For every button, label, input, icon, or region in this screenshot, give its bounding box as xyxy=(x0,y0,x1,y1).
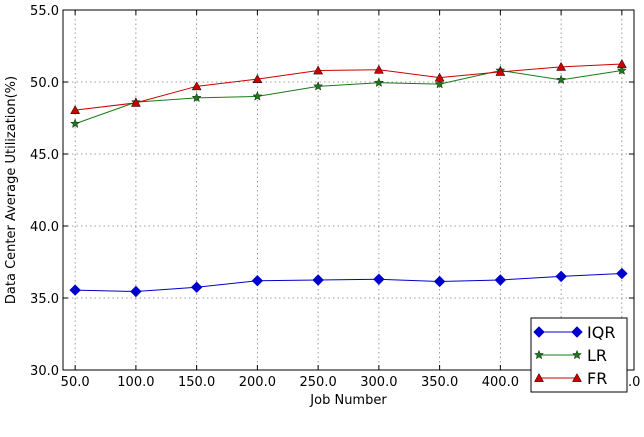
legend-label-fr: FR xyxy=(587,369,607,388)
series-line-fr xyxy=(75,63,622,111)
legend-marker-fr xyxy=(572,372,582,382)
data-point-lr xyxy=(373,77,384,87)
tick-layer: 50.0 100.0 150.0 200.0 250.0 300.0 350.0 400.0 4… xyxy=(30,4,640,390)
x-tick-label: 50.0 xyxy=(61,375,90,390)
x-tick-label: 250.0 xyxy=(300,375,337,390)
legend: IQR LR FR xyxy=(530,317,628,393)
data-point-iqr xyxy=(190,281,203,293)
x-tick-label: 350.0 xyxy=(421,375,458,390)
data-point-lr xyxy=(434,79,445,89)
data-point-iqr xyxy=(494,274,507,286)
y-tick-label: 35.0 xyxy=(30,292,59,307)
series-line-iqr xyxy=(75,273,622,293)
data-point-fr xyxy=(313,65,324,75)
data-point-lr xyxy=(70,118,81,128)
legend-marker-lr xyxy=(534,349,544,360)
y-axis-label: Data Center Average Utilization(%) xyxy=(4,76,19,304)
legend-marker-iqr xyxy=(533,326,545,338)
data-point-fr xyxy=(616,58,627,68)
data-point-iqr xyxy=(69,284,81,296)
y-tick-label: 45.0 xyxy=(30,148,59,163)
x-tick-label: 300.0 xyxy=(360,375,397,390)
x-tick-label: 100.0 xyxy=(117,375,154,390)
data-point-fr xyxy=(191,81,202,91)
x-axis-label: Job Number xyxy=(309,393,387,408)
series-fr xyxy=(70,58,627,114)
y-tick-label: 55.0 xyxy=(30,4,59,19)
x-tick-label: 400.0 xyxy=(482,375,519,390)
data-point-fr xyxy=(556,61,567,71)
data-point-iqr xyxy=(433,275,446,288)
series-iqr xyxy=(69,267,628,298)
data-point-fr xyxy=(130,97,141,107)
data-point-fr xyxy=(70,105,81,114)
data-point-fr xyxy=(495,66,506,76)
data-point-fr xyxy=(373,64,384,74)
data-point-iqr xyxy=(555,270,567,283)
series-line-lr xyxy=(74,69,622,125)
legend-label-iqr: IQR xyxy=(587,323,615,342)
data-point-lr xyxy=(556,74,566,85)
data-point-iqr xyxy=(312,274,324,286)
data-point-iqr xyxy=(616,267,628,280)
data-point-lr xyxy=(191,92,202,103)
y-tick-label: 50.0 xyxy=(30,76,59,91)
legend-marker-fr xyxy=(534,372,544,382)
x-tick-label: 200.0 xyxy=(239,375,276,390)
plot-frame xyxy=(62,9,635,371)
x-tick-label: 150.0 xyxy=(178,375,215,390)
data-point-iqr xyxy=(251,275,264,287)
data-point-fr xyxy=(434,72,445,82)
data-point-lr xyxy=(616,65,627,75)
data-point-lr xyxy=(313,81,324,91)
data-point-lr xyxy=(252,91,263,101)
legend-marker-lr xyxy=(572,349,582,360)
series-layer xyxy=(69,58,628,298)
data-point-fr xyxy=(252,74,263,83)
data-point-iqr xyxy=(130,285,142,298)
legend-marker-iqr xyxy=(571,326,583,338)
data-point-iqr xyxy=(373,273,385,285)
y-tick-label: 30.0 xyxy=(30,364,59,379)
y-tick-label: 40.0 xyxy=(30,220,59,235)
legend-label-lr: LR xyxy=(587,346,607,365)
